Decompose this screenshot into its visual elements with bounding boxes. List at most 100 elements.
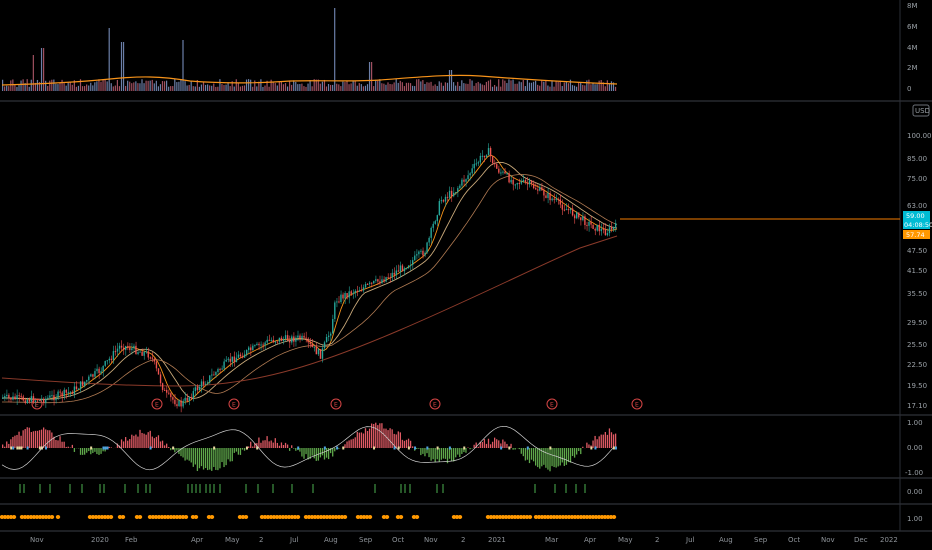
candle-body [270, 339, 272, 341]
candle-body [409, 264, 412, 266]
candle-body [407, 265, 410, 269]
candle-body [45, 398, 47, 403]
volume-bar [592, 83, 594, 91]
histogram-bar [49, 430, 51, 448]
histogram-bar [461, 448, 463, 454]
candle-body [399, 265, 402, 272]
volume-bar [127, 80, 129, 91]
candle-body [200, 381, 203, 388]
volume-bar [231, 81, 233, 91]
candle-body [321, 348, 324, 359]
histogram-marker [426, 446, 429, 450]
volume-bar [602, 82, 604, 91]
candle-body [79, 381, 82, 389]
candle-body [67, 392, 69, 394]
histogram-bar [426, 448, 428, 454]
volume-bar [373, 86, 375, 91]
orange-dot [193, 515, 199, 519]
candle-body [110, 358, 113, 360]
volume-bar [20, 80, 22, 91]
candle-body [549, 193, 551, 201]
candle-body [94, 371, 96, 377]
candle-body [610, 227, 613, 230]
volume-bar [274, 83, 276, 91]
price-tick: 63.00 [907, 202, 927, 210]
volume-bar [453, 82, 455, 91]
volume-bar [145, 80, 147, 91]
histogram-bar [30, 432, 32, 448]
volume-bar [522, 80, 524, 91]
volume-bar [303, 86, 305, 91]
candle-body [120, 345, 123, 348]
signal-scale[interactable]: 0.00 [907, 488, 923, 496]
candle-body [485, 155, 488, 158]
volume-tick: 8M [907, 2, 918, 10]
histogram-bar [444, 448, 447, 459]
candle-body [438, 201, 441, 216]
volume-bar [63, 83, 65, 91]
histogram-bar [202, 448, 205, 470]
volume-bar [180, 79, 182, 91]
candle-body [375, 279, 377, 281]
histogram-bar [32, 431, 35, 448]
histogram-bar [168, 447, 170, 448]
volume-bar [545, 80, 547, 91]
candle-body [512, 179, 514, 185]
candle-body [385, 277, 387, 282]
candle-body [500, 172, 502, 174]
histogram-bar [475, 442, 477, 448]
histogram-marker [213, 446, 216, 450]
volume-bar [498, 79, 500, 91]
volume-bar [325, 86, 328, 91]
histogram-bar [401, 439, 404, 448]
candle-body [596, 224, 598, 231]
volume-bar [467, 83, 469, 91]
candle-body [309, 342, 311, 344]
time-label: Feb [125, 536, 138, 544]
currency-button[interactable]: USD [912, 104, 930, 117]
oscillator-scale[interactable]: 1.00 0.00 -1.00 [905, 419, 923, 477]
histogram-bar [514, 448, 516, 450]
dots-scale[interactable]: 1.00 [907, 515, 923, 523]
candle-body [204, 383, 207, 385]
time-label: Apr [584, 536, 596, 544]
candle-body [69, 391, 72, 393]
price-scale[interactable]: 100.00 85.00 75.00 63.00 47.50 41.50 35.… [907, 132, 932, 410]
volume-bar [381, 83, 383, 91]
dots-tick: 1.00 [907, 515, 923, 523]
volume-bar [494, 84, 496, 91]
histogram-marker [612, 446, 615, 450]
volume-bar [547, 85, 549, 91]
histogram-marker [590, 446, 593, 450]
histogram-bar [440, 448, 442, 460]
volume-scale[interactable]: 8M 6M 4M 2M 0 [907, 2, 918, 93]
candle-body [530, 180, 533, 184]
candle-body [305, 337, 307, 339]
histogram-bar [321, 448, 324, 456]
volume-bar [53, 79, 55, 91]
histogram-bar [28, 427, 30, 448]
candle-body [459, 185, 461, 189]
candle-body [184, 397, 186, 401]
volume-bar [387, 82, 389, 91]
histogram-bar [174, 448, 176, 453]
volume-bar [125, 85, 127, 91]
candle-body [377, 279, 379, 282]
time-axis[interactable]: Nov 2020 Feb Apr May 2 Jul Aug Sep Oct N… [30, 536, 898, 544]
volume-bar [442, 85, 444, 91]
volume-bar [516, 83, 518, 91]
earnings-label: E [433, 402, 437, 409]
candle-body [432, 223, 434, 228]
histogram-bar [278, 445, 281, 448]
candle-body [602, 228, 605, 230]
histogram-bar [418, 448, 420, 449]
candle-body [221, 368, 223, 370]
volume-bar [6, 85, 8, 91]
histogram-bar [537, 448, 539, 468]
oscillator-histogram [2, 422, 617, 472]
candle-body [133, 345, 135, 349]
volume-bar [96, 81, 98, 91]
